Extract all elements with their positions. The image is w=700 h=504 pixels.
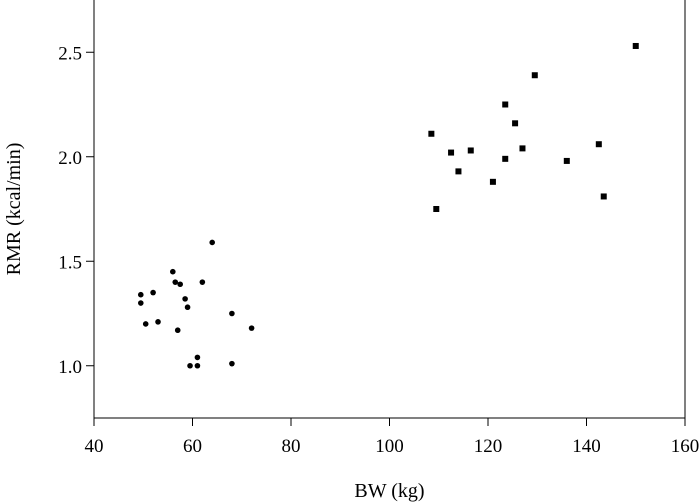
data-point-circle (194, 354, 201, 361)
data-point-circle (184, 304, 191, 311)
data-point-square (512, 120, 519, 127)
data-point-square (563, 157, 570, 164)
data-point-circle (170, 268, 176, 275)
data-point-circle (248, 325, 255, 331)
y-tick-label: 1.5 (58, 252, 82, 273)
x-tick-label: 80 (282, 436, 301, 457)
data-point-circle (177, 281, 183, 288)
data-point-circle (182, 296, 188, 302)
x-tick-label: 60 (183, 436, 202, 457)
data-point-circle (194, 362, 201, 369)
y-tick-label: 1.0 (58, 357, 82, 378)
x-axis-title: BW (kg) (354, 480, 424, 502)
data-point-circle (155, 319, 161, 325)
data-point-square (595, 141, 602, 148)
data-point-circle (137, 300, 144, 306)
data-point-square (467, 147, 474, 154)
data-point-square (632, 42, 639, 49)
data-point-square (428, 130, 435, 137)
y-axis-title: RMR (kcal/min) (3, 143, 25, 276)
data-point-square (502, 155, 509, 162)
x-tick-label: 160 (671, 436, 700, 457)
data-point-circle (229, 360, 235, 367)
tick-group: 40 60 80 100 120 140 160 1.0 1.5 2.0 2.5 (58, 43, 699, 457)
x-tick-label: 40 (85, 436, 104, 457)
data-points (137, 42, 639, 369)
data-point-circle (199, 279, 206, 285)
y-tick-label: 2.5 (58, 43, 82, 64)
data-point-square (600, 193, 607, 200)
data-point-square (489, 178, 496, 185)
x-tick-label: 140 (572, 436, 601, 457)
y-tick-label: 2.0 (58, 148, 82, 169)
data-point-square (448, 149, 455, 156)
data-point-circle (137, 291, 144, 298)
data-point-circle (209, 239, 215, 246)
data-point-circle (174, 327, 181, 334)
data-point-circle (229, 310, 235, 317)
data-point-square (519, 145, 526, 152)
data-point-circle (150, 289, 156, 296)
data-point-circle (187, 362, 193, 369)
x-tick-label: 100 (375, 436, 404, 457)
data-point-circle (172, 279, 179, 285)
x-tick-label: 120 (474, 436, 503, 457)
data-point-square (455, 168, 462, 175)
data-point-square (502, 101, 509, 108)
data-point-square (531, 72, 538, 79)
data-point-circle (142, 321, 149, 327)
data-point-square (433, 206, 440, 212)
